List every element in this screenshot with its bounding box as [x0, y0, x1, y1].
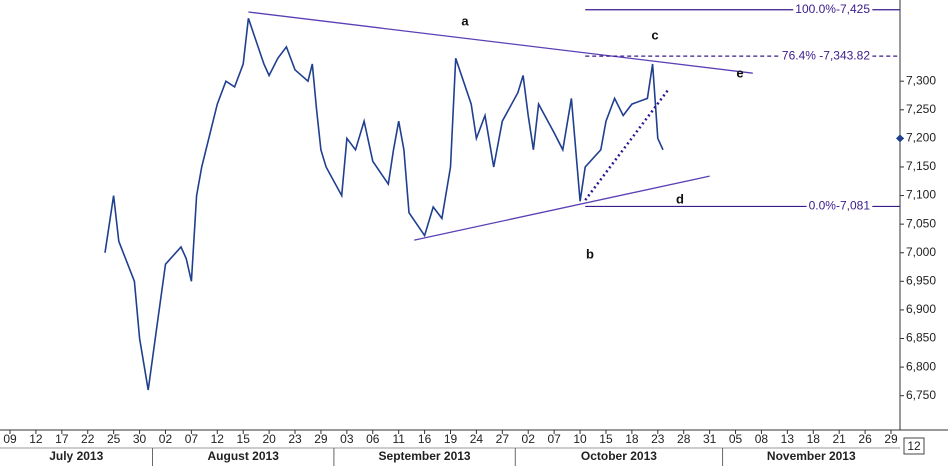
- x-tick-label: 05: [729, 432, 743, 446]
- x-tick-label: 27: [496, 432, 510, 446]
- x-tick-label: 02: [159, 432, 173, 446]
- x-tick-label: 23: [288, 432, 302, 446]
- x-tick-label: 28: [677, 432, 691, 446]
- x-tick-label: 08: [755, 432, 769, 446]
- fib-label: 100.0%-7,425: [795, 2, 870, 16]
- fib-label-bg: [793, 1, 873, 16]
- month-label: August 2013: [208, 449, 280, 463]
- x-tick-label: 26: [858, 432, 872, 446]
- x-tick-label: 10: [573, 432, 587, 446]
- x-tick-label: 07: [547, 432, 561, 446]
- month-label: October 2013: [581, 449, 657, 463]
- x-tick-label: 24: [470, 432, 484, 446]
- fib-label-bg: [779, 48, 873, 63]
- x-tick-label: 31: [703, 432, 717, 446]
- x-tick-label: 13: [781, 432, 795, 446]
- x-tick-label: 18: [807, 432, 821, 446]
- fib-label-bg: [806, 198, 873, 213]
- wave-label: d: [676, 191, 684, 206]
- y-tick-label: 7,200: [906, 131, 936, 145]
- x-tick-label: 06: [366, 432, 380, 446]
- y-tick-label: 7,000: [906, 245, 936, 259]
- x-tick-label: 15: [599, 432, 613, 446]
- y-tick-label: 7,100: [906, 188, 936, 202]
- y-tick-label: 7,050: [906, 216, 936, 230]
- current-price-marker: [896, 134, 904, 143]
- x-tick-label: 12: [29, 432, 43, 446]
- y-tick-label: 6,950: [906, 274, 936, 288]
- x-tick-label: 25: [107, 432, 121, 446]
- x-tick-label: 02: [522, 432, 536, 446]
- y-tick-label: 7,150: [906, 159, 936, 173]
- wave-label: c: [651, 27, 658, 42]
- x-tick-label: 29: [884, 432, 898, 446]
- wave-label: b: [586, 246, 594, 261]
- x-tick-label: 20: [262, 432, 276, 446]
- x-tick-label: 15: [237, 432, 251, 446]
- x-tick-label: 29: [314, 432, 328, 446]
- month-label: July 2013: [49, 449, 103, 463]
- x-tick-label: 07: [185, 432, 199, 446]
- price-line: [104, 18, 664, 391]
- trendline: [248, 11, 753, 74]
- fib-label: 76.4% -7,343.82: [782, 48, 870, 62]
- x-tick-label: 16: [418, 432, 432, 446]
- x-tick-label: 18: [625, 432, 639, 446]
- trendline: [584, 89, 670, 201]
- y-tick-label: 6,750: [906, 388, 936, 402]
- x-tick-label: 21: [832, 432, 846, 446]
- x-tick-label: 22: [81, 432, 95, 446]
- y-tick-label: 7,250: [906, 102, 936, 116]
- x-tick-label: 19: [444, 432, 458, 446]
- y-tick-label: 7,300: [906, 73, 936, 87]
- wave-label: e: [736, 65, 743, 80]
- x-tick-label: 03: [340, 432, 354, 446]
- x-tick-label: 17: [55, 432, 69, 446]
- fib-label: 0.0%-7,081: [809, 199, 871, 213]
- trendline: [414, 175, 710, 241]
- x-tick-label: 12: [211, 432, 225, 446]
- x-tick-label: 09: [3, 432, 17, 446]
- month-label: September 2013: [379, 449, 471, 463]
- x-tick-label: 11: [392, 432, 405, 446]
- y-tick-label: 6,800: [906, 359, 936, 373]
- x-tick-label: 30: [133, 432, 147, 446]
- y-tick-label: 6,900: [906, 302, 936, 316]
- y-tick-label: 6,850: [906, 331, 936, 345]
- corner-label: 12: [907, 439, 921, 453]
- corner-box: [903, 437, 925, 455]
- month-label: November 2013: [767, 449, 856, 463]
- x-tick-label: 23: [651, 432, 665, 446]
- wave-label: a: [461, 13, 469, 28]
